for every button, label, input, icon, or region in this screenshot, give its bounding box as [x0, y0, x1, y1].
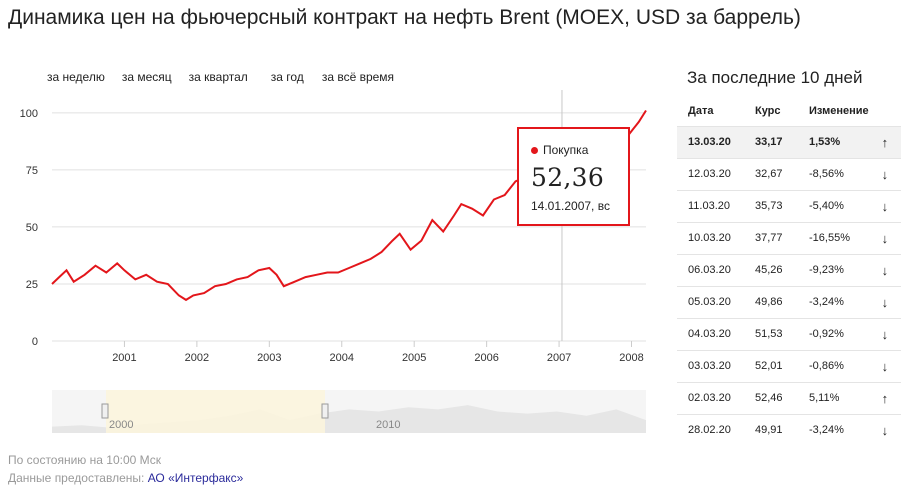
x-tick-label: 2002	[185, 352, 209, 364]
history-rate: 45,26	[749, 253, 809, 286]
arrow-down-icon: ↓	[868, 189, 901, 222]
history-row: 13.03.20 33,17 1,53% ↑	[677, 125, 901, 158]
history-row: 03.03.20 52,01 -0,86% ↓	[677, 349, 901, 382]
history-row: 05.03.20 49,86 -3,24% ↓	[677, 285, 901, 318]
header-change: Изменение	[809, 104, 869, 117]
tab-quarter[interactable]: за квартал	[188, 70, 248, 84]
x-tick-label: 2007	[547, 352, 571, 364]
history-date: 05.03.20	[677, 285, 749, 318]
arrow-down-icon: ↓	[868, 413, 901, 446]
history-rate: 52,46	[749, 381, 809, 414]
history-row: 02.03.20 52,46 5,11% ↑	[677, 381, 901, 414]
history-row: 12.03.20 32,67 -8,56% ↓	[677, 157, 901, 190]
history-date: 10.03.20	[677, 221, 749, 254]
header-rate: Курс	[755, 104, 781, 117]
history-change: -5,40%	[809, 189, 869, 222]
arrow-down-icon: ↓	[868, 317, 901, 350]
y-axis: 0 25 50 75 100	[20, 108, 38, 348]
arrow-down-icon: ↓	[868, 349, 901, 382]
series-dot-icon	[531, 146, 538, 154]
tooltip-value: 52,36	[531, 163, 605, 192]
history-change: -0,86%	[809, 349, 869, 382]
y-tick-label: 50	[26, 222, 38, 234]
header-date: Дата	[688, 104, 714, 117]
history-row: 11.03.20 35,73 -5,40% ↓	[677, 189, 901, 222]
source-link[interactable]: АО «Интерфакс»	[147, 471, 244, 485]
history-rate: 35,73	[749, 189, 809, 222]
history-rate: 33,17	[749, 125, 809, 158]
x-tick-label: 2008	[619, 352, 643, 364]
tab-week[interactable]: за неделю	[47, 70, 105, 84]
history-change: -9,23%	[809, 253, 869, 286]
history-date: 06.03.20	[677, 253, 749, 286]
navigator-label-2000: 2000	[109, 419, 133, 431]
history-date: 11.03.20	[677, 189, 749, 222]
data-source: Данные предоставлены: АО «Интерфакс»	[8, 471, 243, 485]
history-change: -8,56%	[809, 157, 869, 190]
history-table: Дата Курс Изменение 13.03.20 33,17 1,53% ↑ 1…	[677, 96, 901, 446]
history-row: 28.02.20 49,91 -3,24% ↓	[677, 413, 901, 446]
navigator[interactable]: 2000 2010	[52, 390, 646, 433]
history-title: За последние 10 дней	[687, 68, 863, 87]
data-source-prefix: Данные предоставлены:	[8, 471, 145, 485]
history-change: 5,11%	[809, 381, 869, 414]
history-header-row: Дата Курс Изменение	[677, 96, 901, 126]
price-tooltip: Покупка 52,36 14.01.2007, вс	[517, 127, 630, 226]
history-row: 10.03.20 37,77 -16,55% ↓	[677, 221, 901, 254]
history-date: 13.03.20	[677, 125, 749, 158]
history-date: 12.03.20	[677, 157, 749, 190]
arrow-up-icon: ↑	[868, 125, 901, 158]
history-date: 03.03.20	[677, 349, 749, 382]
history-change: 1,53%	[809, 125, 869, 158]
history-rate: 37,77	[749, 221, 809, 254]
y-tick-label: 75	[26, 165, 38, 177]
arrow-down-icon: ↓	[868, 253, 901, 286]
x-tick-label: 2004	[330, 352, 354, 364]
history-date: 28.02.20	[677, 413, 749, 446]
history-change: -3,24%	[809, 285, 869, 318]
tooltip-date: 14.01.2007, вс	[531, 199, 610, 213]
arrow-down-icon: ↓	[868, 285, 901, 318]
period-tabs: за неделю за месяц за квартал за год за …	[47, 70, 394, 84]
history-change: -16,55%	[809, 221, 869, 254]
tab-year[interactable]: за год	[270, 70, 304, 84]
arrow-down-icon: ↓	[868, 221, 901, 254]
history-rate: 49,86	[749, 285, 809, 318]
x-tick-label: 2001	[112, 352, 136, 364]
navigator-selected-range[interactable]	[106, 390, 325, 433]
tab-month[interactable]: за месяц	[121, 70, 172, 84]
navigator-right-handle[interactable]	[321, 403, 329, 419]
history-rate: 51,53	[749, 317, 809, 350]
x-tick-label: 2006	[474, 352, 498, 364]
x-axis: 2001 2002 2003 2004 2005 2006 2007 2008	[112, 341, 644, 364]
history-row: 04.03.20 51,53 -0,92% ↓	[677, 317, 901, 350]
y-tick-label: 100	[20, 108, 38, 120]
history-date: 02.03.20	[677, 381, 749, 414]
navigator-label-2010: 2010	[376, 419, 400, 431]
history-change: -0,92%	[809, 317, 869, 350]
arrow-up-icon: ↑	[868, 381, 901, 414]
x-tick-label: 2003	[257, 352, 281, 364]
history-rate: 49,91	[749, 413, 809, 446]
navigator-left-handle[interactable]	[101, 403, 109, 419]
x-tick-label: 2005	[402, 352, 426, 364]
history-row: 06.03.20 45,26 -9,23% ↓	[677, 253, 901, 286]
tab-all-time[interactable]: за всё время	[321, 70, 395, 84]
page-title: Динамика цен на фьючерсный контракт на н…	[8, 6, 801, 29]
y-tick-label: 25	[26, 279, 38, 291]
arrow-down-icon: ↓	[868, 157, 901, 190]
history-date: 04.03.20	[677, 317, 749, 350]
y-tick-label: 0	[32, 336, 38, 348]
data-status: По состоянию на 10:00 Мск	[8, 453, 162, 467]
history-rate: 52,01	[749, 349, 809, 382]
history-rate: 32,67	[749, 157, 809, 190]
history-change: -3,24%	[809, 413, 869, 446]
tooltip-label: Покупка	[543, 143, 589, 157]
